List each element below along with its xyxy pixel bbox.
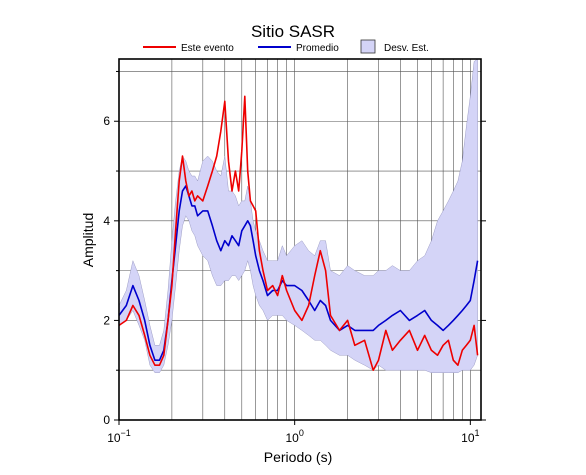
legend-label-std: Desv. Est. bbox=[384, 43, 429, 54]
x-axis-label: Periodo (s) bbox=[264, 449, 332, 465]
std-band-layer bbox=[118, 58, 478, 373]
ticks: 0 2 4 6 10−1 100 101 bbox=[103, 70, 486, 445]
std-band bbox=[118, 58, 478, 373]
y-tick-label: 6 bbox=[103, 114, 110, 128]
y-tick-label: 4 bbox=[103, 214, 110, 228]
series-layer bbox=[118, 95, 479, 372]
x-tick-label: 10−1 bbox=[107, 428, 131, 445]
legend-label-mean: Promedio bbox=[296, 43, 339, 54]
legend-swatch-std bbox=[360, 39, 376, 54]
y-tick-label: 2 bbox=[103, 313, 110, 327]
y-tick-label: 0 bbox=[103, 413, 110, 427]
x-tick-label: 100 bbox=[285, 428, 303, 445]
y-axis-label: Amplitud bbox=[80, 213, 96, 267]
chart-title: Sitio SASR bbox=[251, 22, 335, 41]
plot-frame bbox=[118, 58, 482, 421]
event-line bbox=[118, 95, 479, 372]
legend: Este evento Promedio Desv. Est. bbox=[143, 39, 429, 54]
x-tick-label: 101 bbox=[461, 428, 479, 445]
plot-border bbox=[118, 58, 482, 421]
legend-label-event: Este evento bbox=[181, 43, 234, 54]
mean-line bbox=[118, 185, 479, 362]
